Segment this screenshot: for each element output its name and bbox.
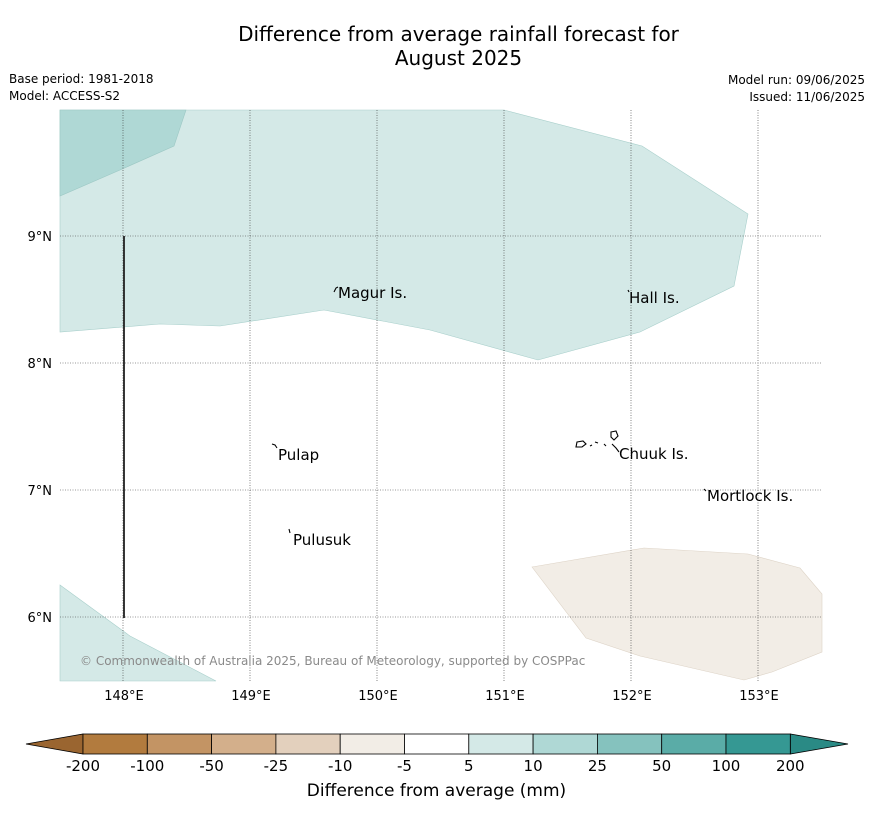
colorbar-segment [468,733,534,755]
lon-tick-label: 150°E [358,689,398,704]
colorbar-segment [597,733,663,755]
colorbar-tick-label: 100 [712,757,741,775]
colorbar-tick-label: 25 [588,757,607,775]
colorbar-label: Difference from average (mm) [306,781,567,801]
lat-tick-label: 6°N [28,611,53,626]
colorbar-tick-label: -5 [397,757,412,775]
rain-region-teal-southwest [59,584,217,682]
lon-tick-label: 153°E [739,689,779,704]
magur-island-shape [333,286,339,293]
colorbar-tick-label: 5 [464,757,474,775]
pulap-island-shape [271,443,278,449]
gridlines [60,110,822,681]
place-label-hall: Hall Is. [629,289,680,307]
meta-left: Base period: 1981-2018 Model: ACCESS-S2 [9,71,154,105]
place-label-pulap: Pulap [278,446,319,464]
map-area: Magur Is. Hall Is. Pulap Chuuk Is. Mortl… [59,109,823,682]
copyright-text: © Commonwealth of Australia 2025, Bureau… [80,654,585,668]
colorbar-over-arrow [789,733,849,755]
place-label-pulusuk: Pulusuk [293,531,351,549]
colorbar-segment [404,733,470,755]
title-line-1: Difference from average rainfall forecas… [238,22,679,46]
colorbar-segment [532,733,598,755]
colorbar-tick-label: 200 [776,757,805,775]
pulusuk-island-shape [288,528,291,534]
mortlock-island-shape [703,488,707,492]
chart-title: Difference from average rainfall forecas… [0,22,873,70]
colorbar-segment [725,733,791,755]
model-run: Model run: 09/06/2025 [727,73,865,87]
rain-region-teal-north [59,109,749,361]
colorbar-tick-label: 10 [524,757,543,775]
lat-tick-label: 7°N [28,484,53,499]
islands [271,286,707,534]
colorbar-tick-label: 50 [652,757,671,775]
lon-tick-labels: 148°E 149°E 150°E 151°E 152°E 153°E [104,689,779,704]
meta-right: Model run: 09/06/2025 Issued: 11/06/2025 [728,72,865,106]
colorbar-segment [339,733,405,755]
place-label-chuuk: Chuuk Is. [619,445,688,463]
colorbar-tick-label: -25 [264,757,289,775]
issued-date: Issued: 11/06/2025 [749,90,865,104]
lat-tick-labels: 9°N 8°N 7°N 6°N [28,230,53,626]
colorbar-tick-label: -100 [130,757,164,775]
lon-tick-label: 149°E [231,689,271,704]
hall-island-shape [627,289,630,293]
lon-tick-label: 151°E [485,689,525,704]
colorbar-segment [661,733,727,755]
rain-region-brown-southeast [531,547,823,681]
base-period: Base period: 1981-2018 [9,72,154,86]
lon-tick-label: 148°E [104,689,144,704]
lat-tick-label: 9°N [28,230,53,245]
colorbar: -200 -100 -50 -25 -10 -5 5 10 25 50 100 200 [25,733,849,775]
colorbar-tick-label: -50 [199,757,224,775]
lon-tick-label: 152°E [612,689,652,704]
colorbar-tick-label: -10 [328,757,353,775]
colorbar-tick-label: -200 [66,757,100,775]
place-label-mortlock: Mortlock Is. [707,487,793,505]
colorbar-segment [211,733,277,755]
colorbar-segment [82,733,148,755]
place-label-magur: Magur Is. [338,284,407,302]
colorbar-under-arrow [25,733,84,755]
title-line-2: August 2025 [394,46,523,70]
model-name: Model: ACCESS-S2 [9,89,121,103]
lat-tick-label: 8°N [28,357,53,372]
colorbar-segment [146,733,213,755]
colorbar-segment [275,733,341,755]
chuuk-island-shapes [575,430,620,453]
